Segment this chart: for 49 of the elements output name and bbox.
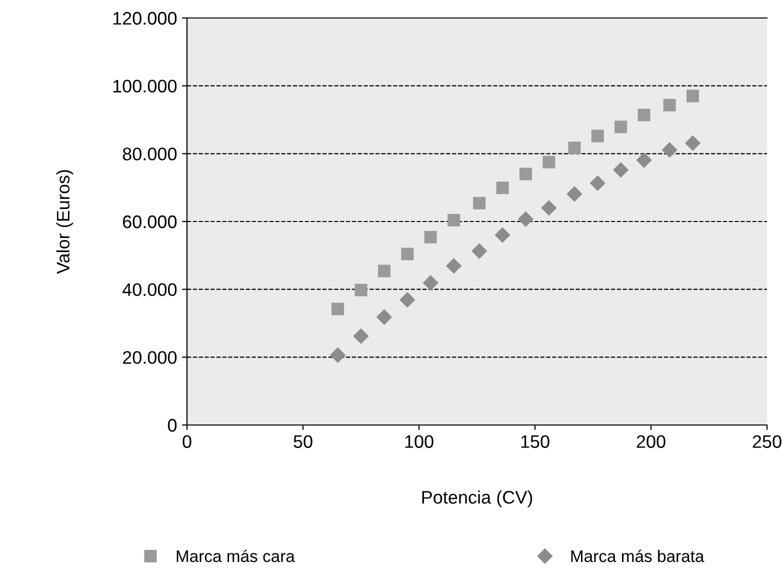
point xyxy=(378,264,390,278)
point xyxy=(591,130,604,142)
point xyxy=(518,212,534,227)
point xyxy=(424,230,437,244)
y-tick-label: 60.000 xyxy=(122,215,177,228)
x-tick-label: 50 xyxy=(294,435,312,448)
x-tick-label: 200 xyxy=(636,435,666,448)
point xyxy=(566,186,582,202)
point xyxy=(496,182,509,194)
point xyxy=(613,162,628,178)
point xyxy=(473,196,486,210)
legend-label: Marca más barata xyxy=(571,550,704,562)
point xyxy=(636,152,652,168)
legend-label: Marca más cara xyxy=(176,550,295,562)
point xyxy=(448,214,460,226)
x-tick-label: 100 xyxy=(405,435,434,448)
point xyxy=(662,142,678,158)
point xyxy=(400,292,415,308)
point xyxy=(472,243,487,259)
point xyxy=(494,227,510,243)
y-tick-label: 20.000 xyxy=(122,351,177,364)
point xyxy=(353,328,369,344)
point xyxy=(354,284,368,296)
point xyxy=(446,258,462,274)
x-tick-label: 250 xyxy=(752,435,782,448)
x-tick-label: 150 xyxy=(521,435,550,448)
point xyxy=(638,108,650,122)
point xyxy=(686,90,700,102)
y-axis-title: Valor (Euros) xyxy=(56,170,74,274)
point xyxy=(542,156,556,168)
point xyxy=(423,275,438,290)
point xyxy=(401,248,414,260)
point xyxy=(376,310,392,325)
x-tick-label: 0 xyxy=(182,435,192,448)
y-tick-label: 80.000 xyxy=(122,148,177,160)
point xyxy=(590,176,606,191)
point xyxy=(332,302,344,316)
point xyxy=(330,348,346,363)
point xyxy=(685,136,700,151)
point xyxy=(568,142,581,154)
x-axis-title: Potencia (CV) xyxy=(422,490,532,508)
y-tick-label: 40.000 xyxy=(122,283,177,296)
point xyxy=(541,200,556,216)
y-tick-label: 120.000 xyxy=(113,12,177,25)
y-tick-label: 100.000 xyxy=(113,80,177,93)
y-tick-label: 0 xyxy=(168,418,177,432)
point xyxy=(663,98,676,112)
point xyxy=(614,120,628,134)
point xyxy=(519,168,532,180)
